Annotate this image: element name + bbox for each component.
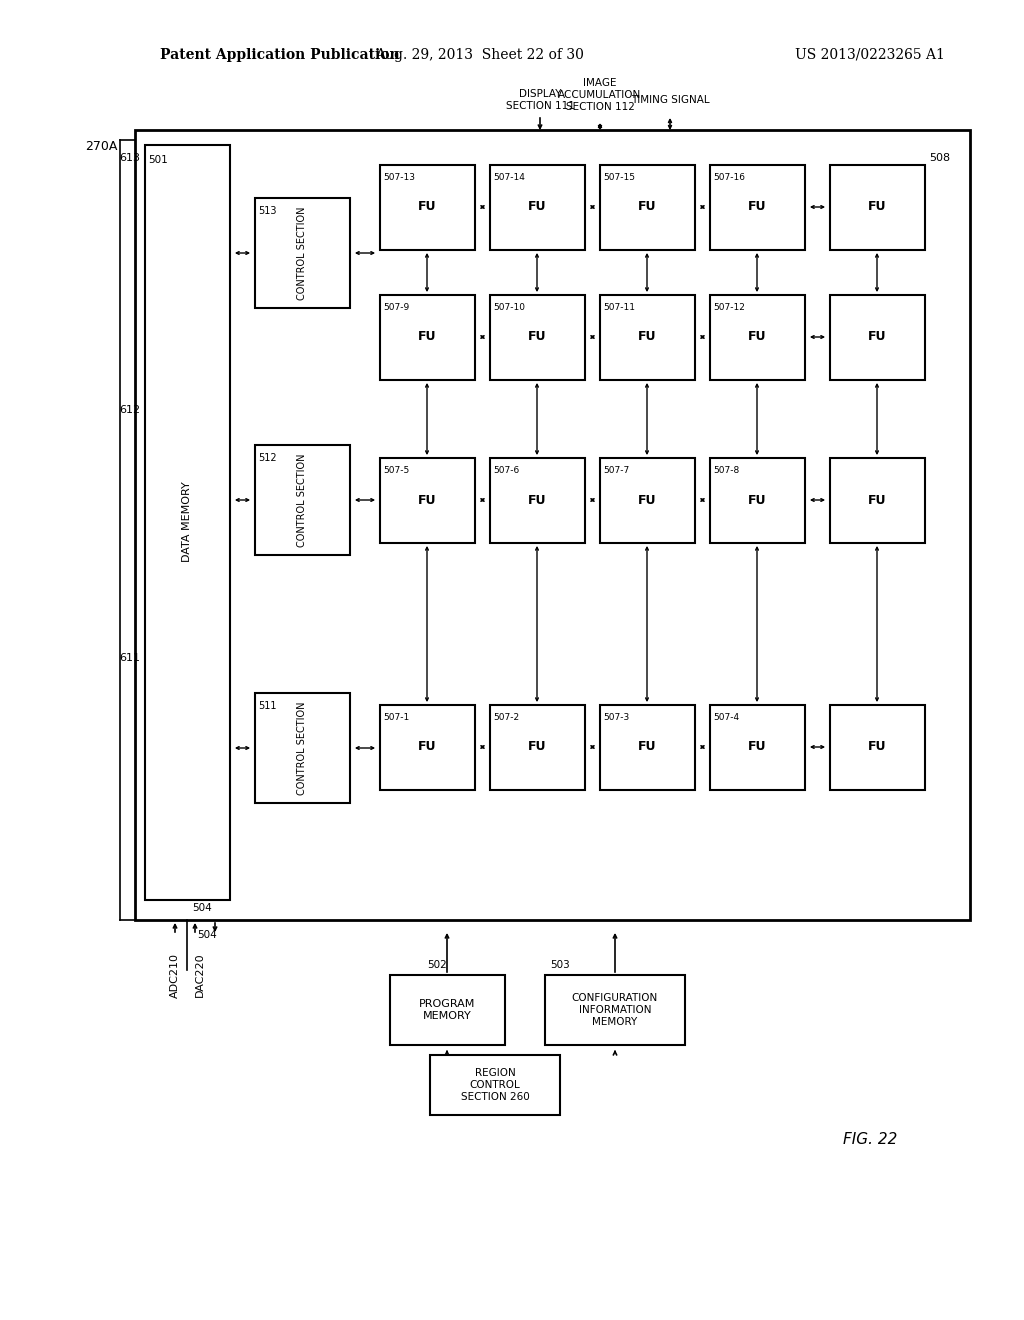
Text: 507-13: 507-13 [383, 173, 415, 182]
Text: FU: FU [867, 741, 886, 754]
Bar [545, 975, 685, 1045]
Text: 507-7: 507-7 [603, 466, 630, 475]
Text: 507-5: 507-5 [383, 466, 410, 475]
Bar [710, 705, 805, 789]
Text: US 2013/0223265 A1: US 2013/0223265 A1 [795, 48, 945, 62]
Text: 507-14: 507-14 [493, 173, 525, 182]
Bar [255, 445, 350, 554]
Bar [145, 148, 965, 399]
Text: Patent Application Publication: Patent Application Publication [160, 48, 399, 62]
Bar [145, 648, 965, 898]
Bar [390, 975, 505, 1045]
Text: 504: 504 [193, 903, 212, 913]
Text: FU: FU [867, 494, 886, 507]
Bar [360, 148, 955, 898]
Text: 503: 503 [550, 960, 569, 970]
Text: FU: FU [418, 494, 436, 507]
Text: CONTROL SECTION: CONTROL SECTION [297, 206, 307, 300]
Text: 501: 501 [148, 154, 168, 165]
Text: FU: FU [527, 494, 546, 507]
Text: CONFIGURATION
INFORMATION
MEMORY: CONFIGURATION INFORMATION MEMORY [571, 994, 658, 1027]
Text: 504: 504 [197, 931, 217, 940]
Text: REGION
CONTROL
SECTION 260: REGION CONTROL SECTION 260 [461, 1068, 529, 1102]
Text: 507-6: 507-6 [493, 466, 519, 475]
Bar [145, 400, 965, 645]
Bar [710, 294, 805, 380]
Text: FU: FU [638, 201, 656, 214]
Bar [255, 198, 350, 308]
Bar [830, 165, 925, 249]
Text: FU: FU [418, 741, 436, 754]
Text: PROGRAM
MEMORY: PROGRAM MEMORY [419, 999, 475, 1020]
Bar [710, 165, 805, 249]
Bar [380, 458, 475, 543]
Text: ADC210: ADC210 [170, 953, 180, 998]
Text: 507-10: 507-10 [493, 304, 525, 312]
Bar [600, 165, 695, 249]
Bar [135, 129, 970, 920]
Text: FU: FU [418, 330, 436, 343]
Bar [380, 294, 475, 380]
Text: 507-1: 507-1 [383, 713, 410, 722]
Text: 507-2: 507-2 [493, 713, 519, 722]
Text: IMAGE
ACCUMULATION
SECTION 112: IMAGE ACCUMULATION SECTION 112 [558, 78, 642, 112]
Text: FU: FU [527, 201, 546, 214]
Text: FU: FU [748, 741, 766, 754]
Text: 502: 502 [427, 960, 446, 970]
Text: 512: 512 [258, 453, 276, 463]
Bar [490, 294, 585, 380]
Text: 507-8: 507-8 [713, 466, 739, 475]
Text: FU: FU [867, 330, 886, 343]
Bar [830, 705, 925, 789]
Bar [255, 693, 350, 803]
Text: DISPLAY
SECTION 111: DISPLAY SECTION 111 [506, 90, 574, 111]
Text: 507-11: 507-11 [603, 304, 635, 312]
Text: FU: FU [638, 494, 656, 507]
Bar [490, 165, 585, 249]
Text: FU: FU [527, 741, 546, 754]
Text: 612: 612 [119, 405, 140, 414]
Text: FU: FU [527, 330, 546, 343]
Bar [600, 294, 695, 380]
Bar [430, 1055, 560, 1115]
Text: FU: FU [748, 201, 766, 214]
Text: 511: 511 [258, 701, 276, 711]
Text: FU: FU [638, 741, 656, 754]
Text: CONTROL SECTION: CONTROL SECTION [297, 701, 307, 795]
Text: 270A: 270A [86, 140, 118, 153]
Text: FU: FU [638, 330, 656, 343]
Text: 507-15: 507-15 [603, 173, 635, 182]
Bar [490, 705, 585, 789]
Bar [830, 458, 925, 543]
Text: 508: 508 [929, 153, 950, 162]
Text: 507-3: 507-3 [603, 713, 630, 722]
Text: 507-9: 507-9 [383, 304, 410, 312]
Text: Aug. 29, 2013  Sheet 22 of 30: Aug. 29, 2013 Sheet 22 of 30 [376, 48, 585, 62]
Text: 507-16: 507-16 [713, 173, 745, 182]
Bar [145, 145, 230, 900]
Text: 513: 513 [258, 206, 276, 216]
Text: FIG. 22: FIG. 22 [843, 1133, 897, 1147]
Text: DATA MEMORY: DATA MEMORY [182, 482, 193, 562]
Text: 507-12: 507-12 [713, 304, 744, 312]
Text: 507-4: 507-4 [713, 713, 739, 722]
Text: FU: FU [418, 201, 436, 214]
Bar [830, 294, 925, 380]
Text: FU: FU [748, 330, 766, 343]
Bar [380, 705, 475, 789]
Bar [490, 458, 585, 543]
Text: FU: FU [867, 201, 886, 214]
Bar [600, 705, 695, 789]
Bar [600, 458, 695, 543]
Text: 611: 611 [119, 653, 140, 663]
Text: TIMING SIGNAL: TIMING SIGNAL [631, 95, 710, 106]
Text: 613: 613 [119, 153, 140, 162]
Bar [380, 165, 475, 249]
Text: CONTROL SECTION: CONTROL SECTION [297, 453, 307, 546]
Text: FU: FU [748, 494, 766, 507]
Text: DAC220: DAC220 [195, 953, 205, 998]
Bar [710, 458, 805, 543]
